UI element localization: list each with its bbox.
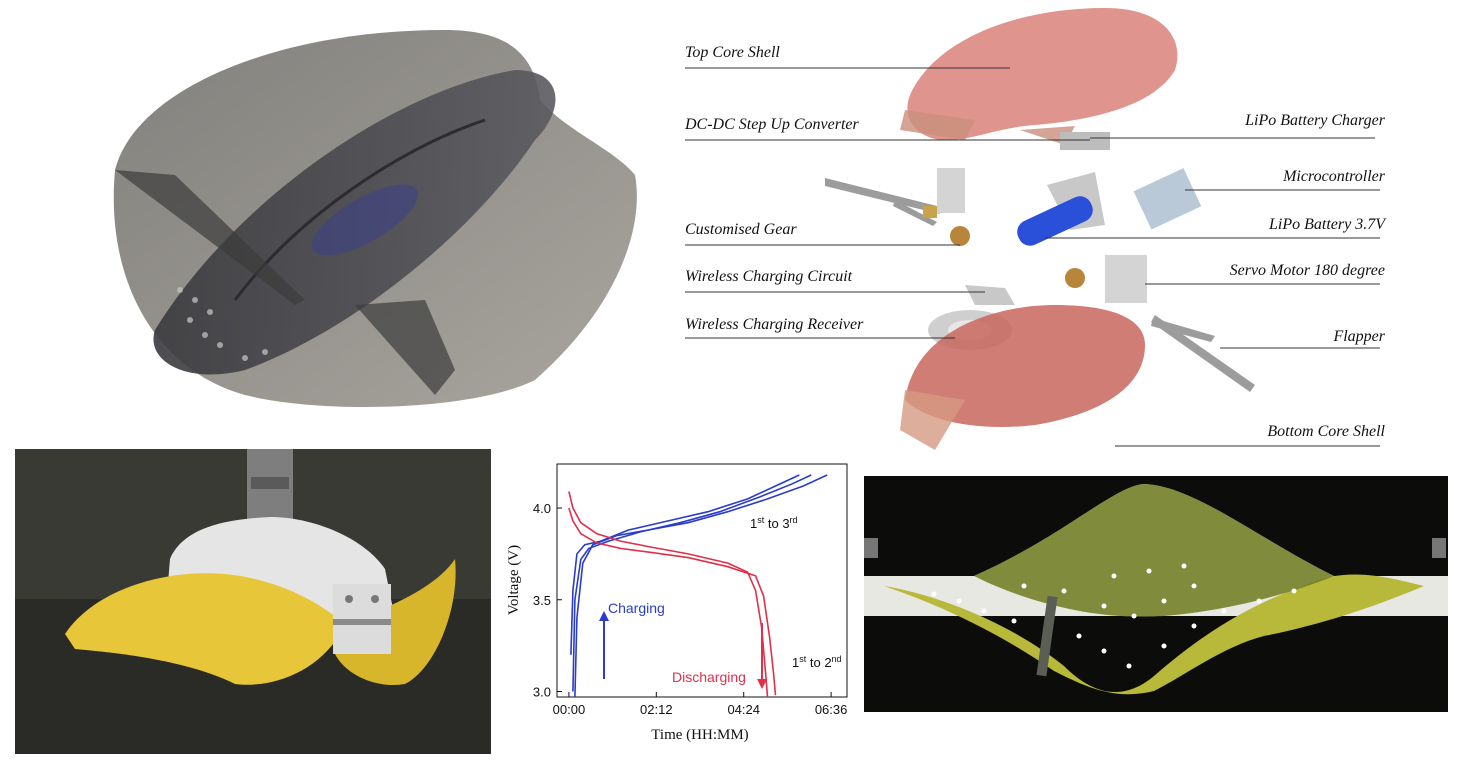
- discharge-cycles-label: 1st to 2nd: [792, 654, 842, 670]
- label-customised-gear: Customised Gear: [685, 221, 797, 238]
- plot-frame: [556, 463, 848, 698]
- label-bottom-core-shell: Bottom Core Shell: [1267, 423, 1385, 440]
- charging-arrow-head: [599, 611, 609, 621]
- clamped-robot-photo: [15, 449, 491, 754]
- y-axis-title: Voltage (V): [506, 545, 522, 615]
- clamped-robot-image: [15, 449, 491, 754]
- charge-curve-2: [572, 474, 812, 692]
- exploded-view-image: [685, 8, 1380, 450]
- robot-render-image: [113, 30, 637, 407]
- label-microcontroller: Microcontroller: [1283, 168, 1385, 185]
- y-tick-label: 4.0: [533, 501, 551, 516]
- discharge-curve-4: [568, 491, 769, 698]
- voltage-chart: 00:00 02:12 04:24 06:36 3.0 3.5 4.0 Time (HH:M…: [500, 455, 860, 755]
- label-servo-motor: Servo Motor 180 degree: [1229, 262, 1385, 279]
- label-dc-dc-converter: DC-DC Step Up Converter: [685, 116, 859, 133]
- label-wireless-charging-receiver: Wireless Charging Receiver: [685, 316, 864, 333]
- label-flapper: Flapper: [1333, 328, 1385, 345]
- discharging-label: Discharging: [672, 669, 746, 685]
- label-top-core-shell: Top Core Shell: [685, 44, 780, 61]
- label-lipo-battery: LiPo Battery 3.7V: [1269, 216, 1385, 233]
- x-tick-label: 02:12: [640, 702, 673, 717]
- fin-photo-image: [864, 484, 1448, 695]
- y-tick-label: 3.5: [533, 593, 551, 608]
- label-lipo-battery-charger: LiPo Battery Charger: [1245, 112, 1385, 129]
- charge-cycles-label: 1st to 3rd: [750, 515, 798, 531]
- label-wireless-charging-circuit: Wireless Charging Circuit: [685, 268, 853, 285]
- charging-label: Charging: [608, 600, 665, 616]
- exploded-view-panel: Top Core Shell DC-DC Step Up Converter L…: [675, 0, 1395, 460]
- x-tick-label: 06:36: [815, 702, 848, 717]
- discharging-arrow-head: [757, 679, 767, 689]
- charge-curve-1: [570, 474, 800, 655]
- x-axis-title: Time (HH:MM): [651, 727, 748, 743]
- charge-curve-3: [574, 474, 828, 698]
- fin-photo: [864, 476, 1448, 712]
- x-tick-label: 04:24: [727, 702, 760, 717]
- y-tick-label: 3.0: [533, 684, 551, 699]
- voltage-chart-svg: 00:00 02:12 04:24 06:36 3.0 3.5 4.0 Time (HH:M…: [506, 463, 848, 743]
- discharge-curve-5: [568, 507, 777, 696]
- robot-render-panel: [95, 0, 655, 420]
- x-tick-label: 00:00: [553, 702, 586, 717]
